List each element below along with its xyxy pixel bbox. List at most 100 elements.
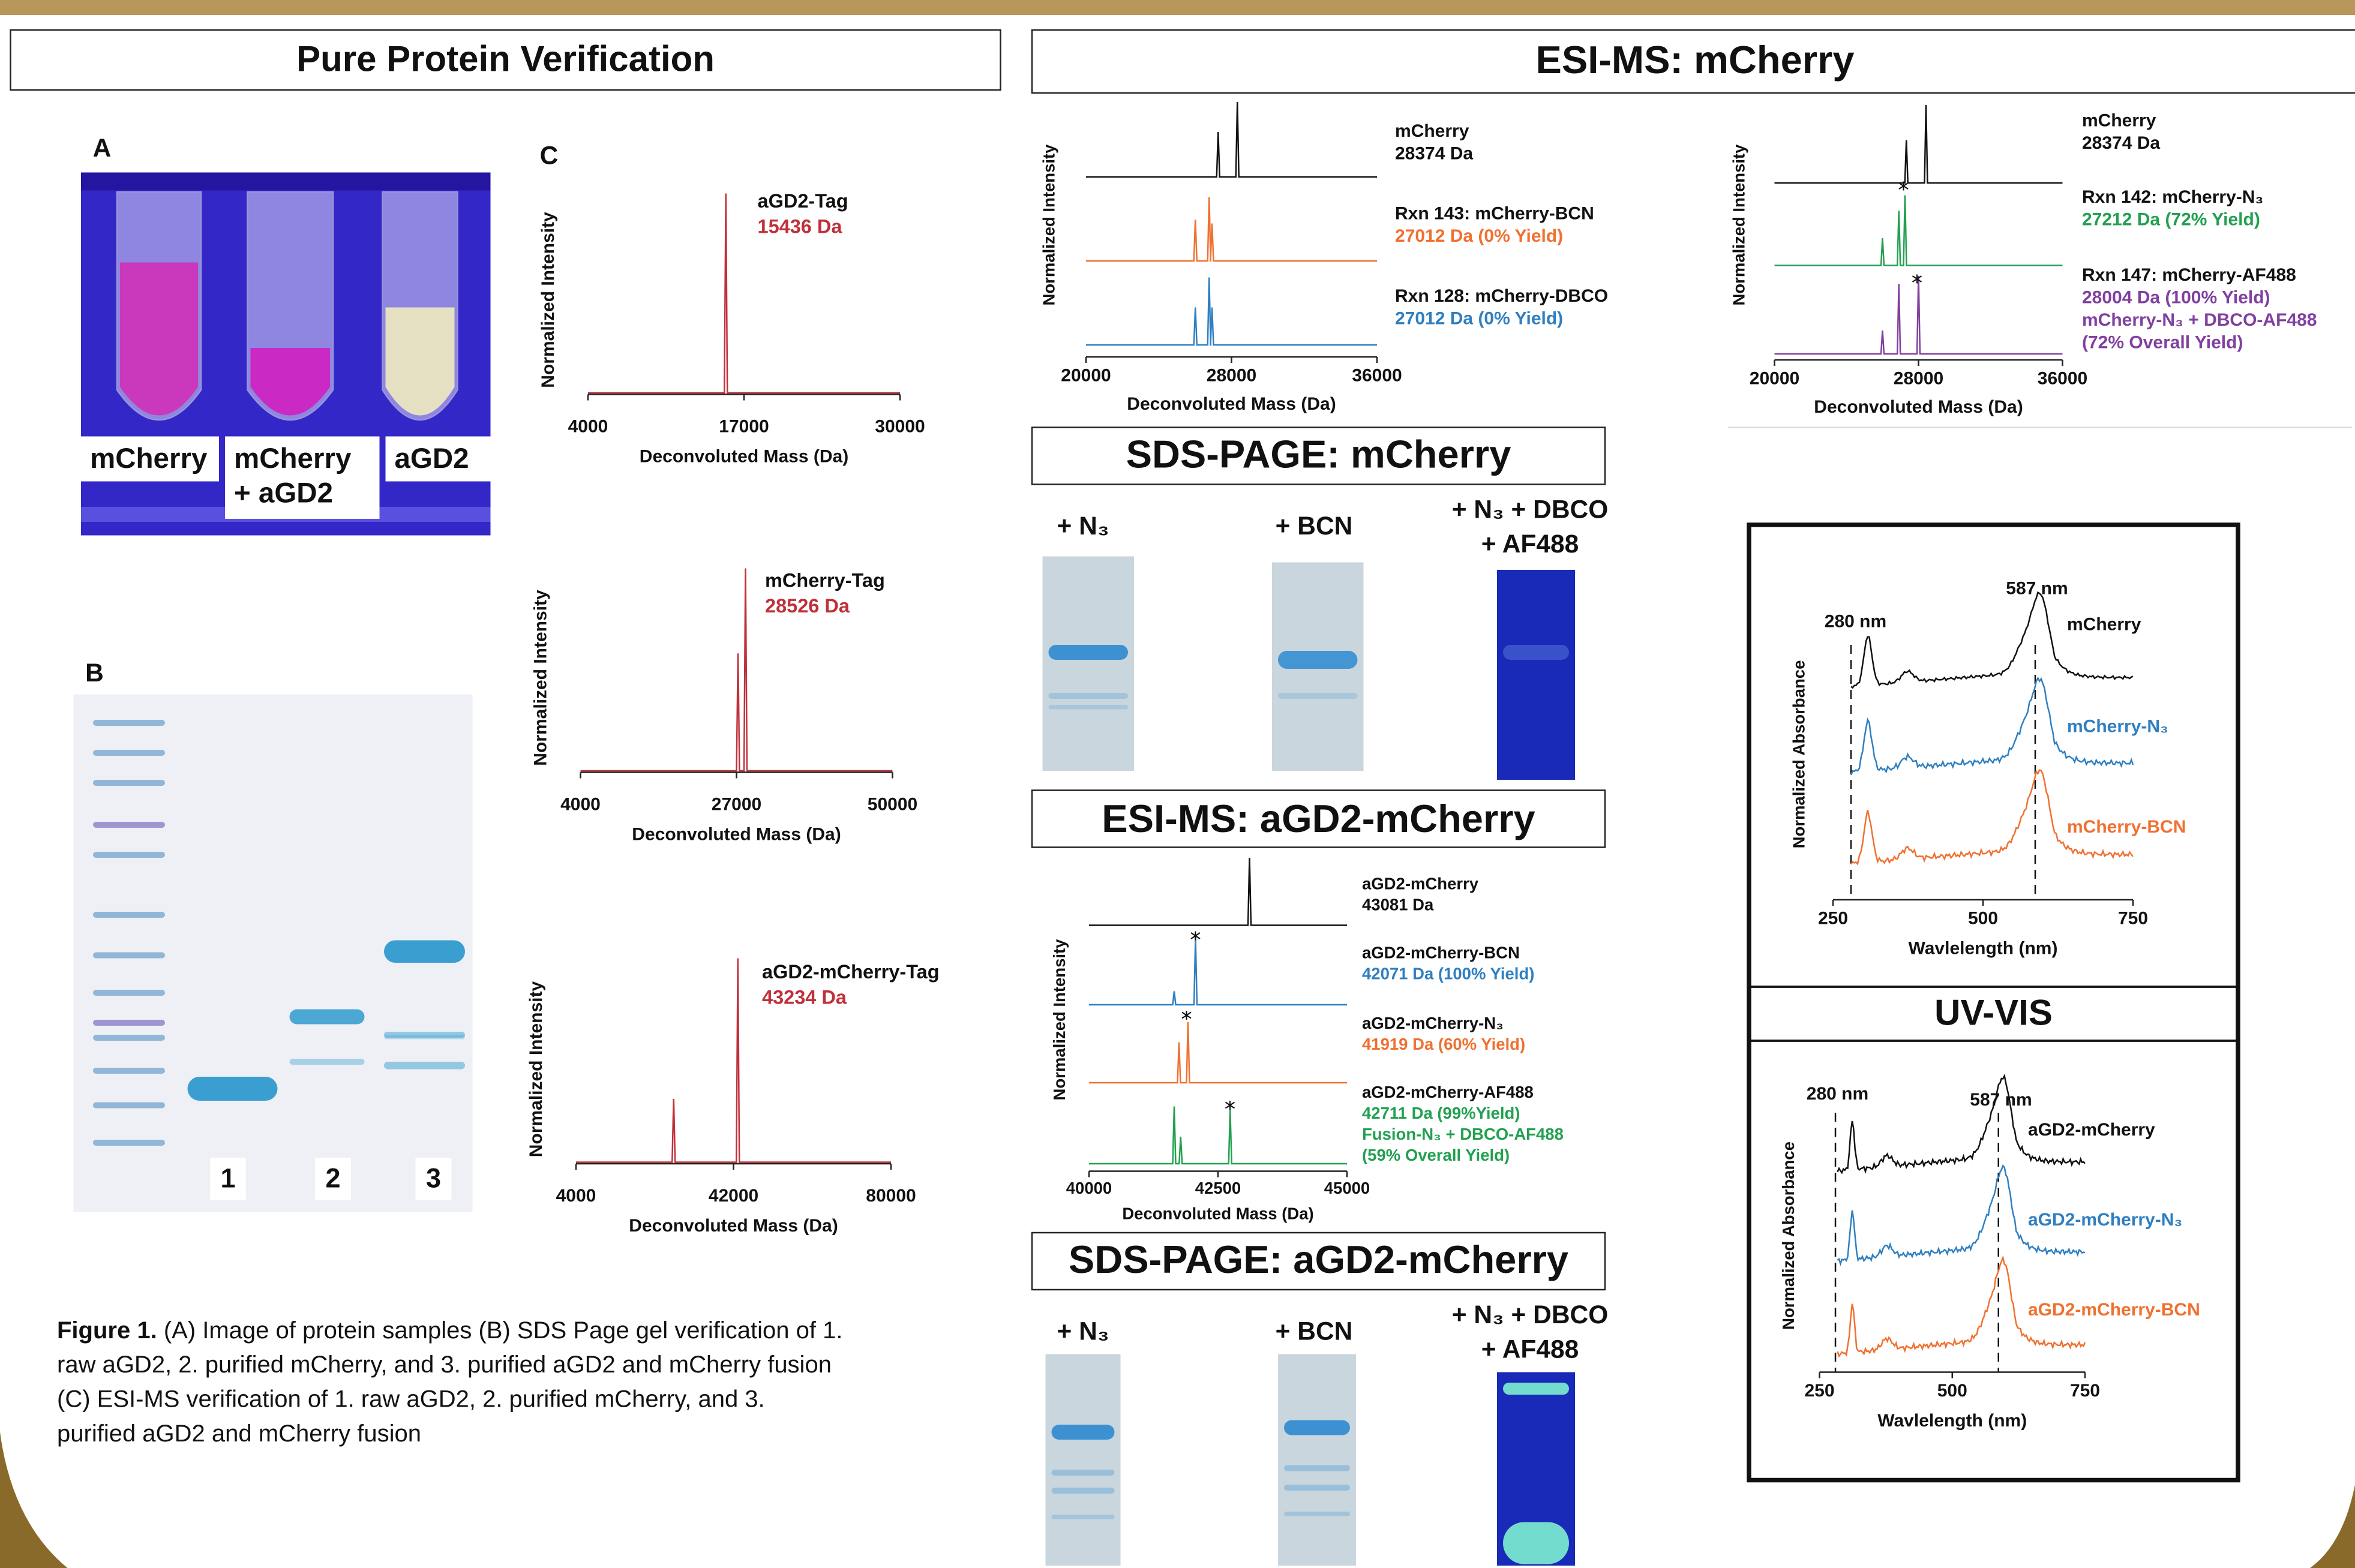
gel-band	[1278, 693, 1358, 699]
gel-image	[1497, 570, 1575, 780]
ladder-band	[93, 1020, 165, 1026]
tube-liquid	[120, 263, 198, 416]
gel-band	[1503, 1383, 1569, 1395]
ladder-band	[93, 1035, 165, 1041]
ladder-band	[93, 720, 165, 726]
ladder-band	[93, 750, 165, 756]
x-axis-label: Deconvoluted Mass (Da)	[640, 446, 848, 466]
legend-label: aGD2-mCherry-N₃	[2028, 1210, 2182, 1230]
sample-label: mCherry	[234, 443, 352, 474]
gel-band	[1049, 645, 1129, 660]
spectrum-mass: 15436 Da	[758, 216, 843, 238]
annotation: 587 nm	[2006, 578, 2068, 598]
x-tick-label: 20000	[1750, 368, 1799, 388]
trace-name: aGD2-mCherry-N₃	[1362, 1014, 1504, 1032]
gel-band	[1284, 1420, 1350, 1435]
trace-detail: 43081 Da	[1362, 895, 1434, 914]
section-title: ESI-MS: aGD2-mCherry	[1102, 797, 1535, 840]
gel-band	[188, 1077, 278, 1101]
trace-detail: 28374 Da	[1395, 143, 1473, 163]
sample-label: mCherry	[90, 443, 208, 474]
x-tick-label: 4000	[568, 416, 608, 436]
spectrum-mass: 43234 Da	[762, 987, 847, 1008]
trace-detail: 42071 Da (100% Yield)	[1362, 964, 1534, 983]
trace-detail: 27012 Da (0% Yield)	[1395, 308, 1563, 328]
gel-band	[1503, 645, 1569, 660]
x-tick-label: 30000	[875, 416, 925, 436]
lane-label: + N₃	[1057, 512, 1109, 540]
gel-band	[1052, 1488, 1115, 1494]
x-axis-label: Wavlelength (nm)	[1877, 1411, 2027, 1431]
ladder-band	[93, 852, 165, 858]
x-tick-label: 40000	[1066, 1179, 1112, 1197]
x-tick-label: 17000	[719, 416, 769, 436]
section-title: SDS-PAGE: mCherry	[1126, 432, 1511, 476]
x-tick-label: 20000	[1061, 365, 1111, 385]
sample-label: + aGD2	[234, 477, 333, 509]
trace-name: Rxn 142: mCherry-N₃	[2082, 187, 2263, 207]
lane-label: + BCN	[1276, 512, 1353, 540]
legend-label: aGD2-mCherry-BCN	[2028, 1300, 2200, 1320]
trace-detail: 41919 Da (60% Yield)	[1362, 1035, 1525, 1053]
annotation: 587 nm	[1970, 1090, 2032, 1110]
gel-band	[290, 1010, 365, 1025]
section-title: ESI-MS: mCherry	[1536, 38, 1855, 82]
lane-label: + N₃ + DBCO	[1452, 496, 1609, 524]
gel-band	[1049, 705, 1129, 710]
ladder-band	[93, 1068, 165, 1074]
ladder-band	[93, 1140, 165, 1146]
x-tick-label: 36000	[2038, 368, 2087, 388]
caption-line: (A) Image of protein samples (B) SDS Pag…	[157, 1317, 843, 1344]
x-tick-label: 500	[1937, 1381, 1967, 1401]
legend-label: mCherry-BCN	[2067, 817, 2186, 837]
gel-band	[1284, 1465, 1350, 1471]
lane-label: 1	[220, 1163, 235, 1193]
trace-name: Rxn 143: mCherry-BCN	[1395, 203, 1594, 223]
x-tick-label: 80000	[866, 1186, 916, 1206]
gel-band	[1052, 1515, 1115, 1519]
ladder-band	[93, 1103, 165, 1109]
x-tick-label: 42000	[709, 1186, 758, 1206]
panel-label: A	[93, 134, 112, 163]
spectrum-name: aGD2-Tag	[758, 190, 848, 212]
gel-band	[1049, 693, 1129, 699]
lane-label: + AF488	[1481, 1336, 1579, 1364]
gel-image	[1278, 1354, 1356, 1566]
photo-rack	[81, 173, 491, 191]
caption-line: raw aGD2, 2. purified mCherry, and 3. pu…	[57, 1351, 832, 1378]
annotation: 280 nm	[1807, 1084, 1868, 1104]
x-axis-label: Deconvoluted Mass (Da)	[1814, 397, 2023, 417]
trace-detail: mCherry-N₃ + DBCO-AF488	[2082, 310, 2317, 330]
y-axis-label: Normalized Absorbance	[1779, 1142, 1798, 1330]
x-tick-label: 250	[1804, 1381, 1834, 1401]
trace-detail: (72% Overall Yield)	[2082, 332, 2243, 352]
trace-name: mCherry	[1395, 121, 1469, 141]
caption-line: (C) ESI-MS verification of 1. raw aGD2, …	[57, 1386, 765, 1413]
gel-band	[1052, 1470, 1115, 1476]
spectrum-name: aGD2-mCherry-Tag	[762, 961, 940, 983]
x-axis-label: Deconvoluted Mass (Da)	[1122, 1204, 1313, 1222]
lane-label: + N₃	[1057, 1318, 1109, 1346]
x-tick-label: 250	[1818, 908, 1848, 928]
trace-detail: Fusion-N₃ + DBCO-AF488	[1362, 1125, 1564, 1143]
x-tick-label: 28000	[1894, 368, 1943, 388]
ladder-band	[93, 990, 165, 996]
spectrum-mass: 28526 Da	[765, 595, 850, 617]
caption-lead: Figure 1.	[57, 1317, 157, 1344]
annotation: 280 nm	[1825, 611, 1886, 631]
y-axis-label: Normalized Intensity	[1039, 144, 1058, 306]
x-tick-label: 750	[2118, 908, 2148, 928]
gel-band	[384, 1035, 465, 1040]
gel-band	[1278, 651, 1358, 669]
trace-name: mCherry	[2082, 110, 2156, 130]
x-axis-label: Deconvoluted Mass (Da)	[629, 1216, 838, 1236]
y-axis-label: Normalized Intensity	[530, 590, 550, 766]
trace-name: Rxn 147: mCherry-AF488	[2082, 265, 2296, 285]
gel-band	[1284, 1512, 1350, 1516]
trace-detail: 27012 Da (0% Yield)	[1395, 226, 1563, 246]
x-tick-label: 4000	[560, 794, 601, 814]
ladder-band	[93, 822, 165, 828]
x-tick-label: 50000	[868, 794, 917, 814]
y-axis-label: Normalized Intensity	[1050, 939, 1069, 1101]
trace-name: aGD2-mCherry-BCN	[1362, 943, 1520, 962]
